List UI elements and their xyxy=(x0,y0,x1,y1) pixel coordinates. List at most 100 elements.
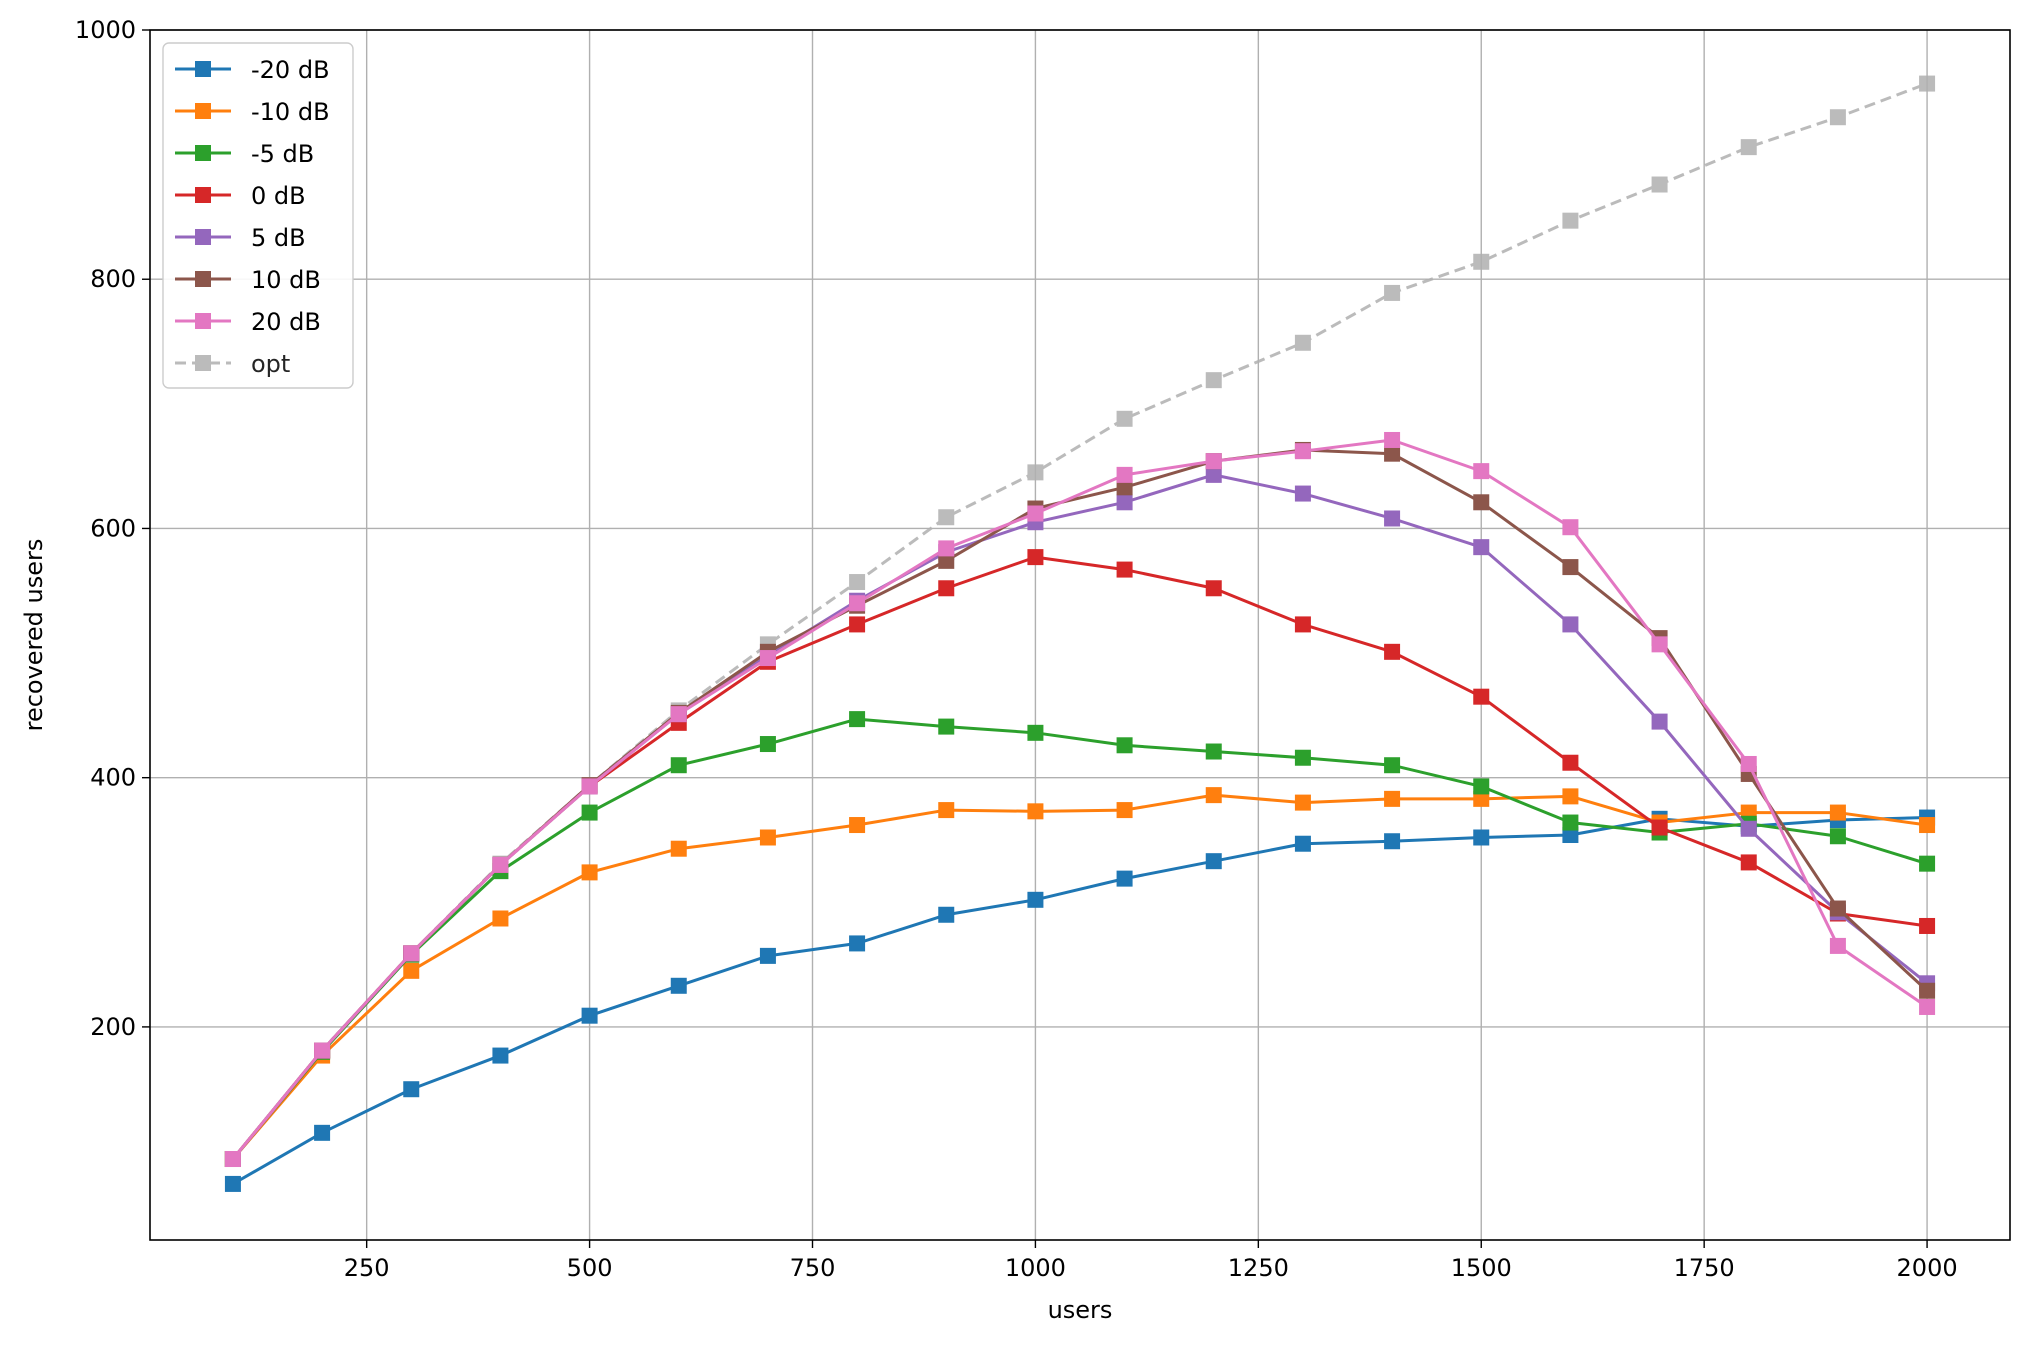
data-point-opt xyxy=(938,509,955,526)
plot-frame xyxy=(149,29,2011,1241)
legend-item-opt: opt xyxy=(175,350,290,378)
y-axis: 200 400 600 800 1000 xyxy=(75,16,150,1041)
data-point-20-db xyxy=(492,856,509,873)
data-point-20-db xyxy=(314,1042,331,1059)
data-point-20-db xyxy=(1294,443,1311,460)
data-point-opt xyxy=(1651,176,1668,193)
data-point-20-db xyxy=(1116,870,1133,887)
data-point-10-db xyxy=(1116,802,1133,819)
x-tick-label: 1500 xyxy=(1451,1254,1512,1282)
legend-item-20-db: -20 dB xyxy=(175,56,330,84)
data-point-10-db xyxy=(849,817,866,834)
data-point-10-db xyxy=(1562,559,1579,576)
data-point-5-db xyxy=(1919,855,1936,872)
data-point-10-db xyxy=(1562,788,1579,805)
data-point-5-db xyxy=(1384,757,1401,774)
series-line-20-db xyxy=(232,816,1928,1186)
legend-box xyxy=(162,42,354,389)
data-point-20-db xyxy=(1384,431,1401,448)
legend-label: opt xyxy=(251,350,290,378)
data-point-10-db xyxy=(1205,787,1222,804)
data-point-10-db xyxy=(1919,817,1936,834)
legend-item-5-db: -5 dB xyxy=(175,140,314,168)
legend-marker xyxy=(195,145,211,161)
series-layer xyxy=(224,75,1936,1192)
data-point-10-db xyxy=(1294,794,1311,811)
data-point-opt xyxy=(849,574,866,591)
data-point-opt xyxy=(1562,212,1579,229)
data-point-5-db xyxy=(849,711,866,728)
data-point-5-db xyxy=(670,757,687,774)
data-point-opt xyxy=(1473,253,1490,270)
data-point-20-db xyxy=(492,1047,509,1064)
x-tick-label: 500 xyxy=(567,1254,613,1282)
data-point-5-db xyxy=(1740,820,1757,837)
legend-label: 5 dB xyxy=(251,224,306,252)
data-point-opt xyxy=(1384,284,1401,301)
data-point-0-db xyxy=(1384,643,1401,660)
data-point-10-db xyxy=(1027,803,1044,820)
data-point-5-db xyxy=(759,736,776,753)
x-tick-label: 2000 xyxy=(1897,1254,1958,1282)
data-point-20-db xyxy=(1473,829,1490,846)
data-point-5-db xyxy=(938,718,955,735)
legend-marker xyxy=(195,187,211,203)
data-point-20-db xyxy=(849,935,866,952)
legend-item-20-db: 20 dB xyxy=(175,308,321,336)
data-point-20-db xyxy=(849,595,866,612)
data-point-20-db xyxy=(1651,636,1668,653)
data-point-opt xyxy=(1027,464,1044,481)
data-point-0-db xyxy=(1116,561,1133,578)
data-point-20-db xyxy=(581,778,598,795)
legend-item-5-db: 5 dB xyxy=(175,224,306,252)
data-point-20-db xyxy=(1562,519,1579,536)
data-point-20-db xyxy=(1116,466,1133,483)
data-point-20-db xyxy=(670,706,687,723)
data-point-0-db xyxy=(1562,754,1579,771)
data-point-5-db xyxy=(1562,616,1579,633)
series-line-20-db xyxy=(231,438,1928,1160)
data-point-20-db xyxy=(224,1175,241,1192)
data-point-0-db xyxy=(1473,688,1490,705)
y-axis-title: recovered users xyxy=(20,539,48,732)
data-point-20-db xyxy=(1919,998,1936,1015)
data-point-5-db xyxy=(1651,713,1668,730)
data-point-0-db xyxy=(1919,917,1936,934)
data-point-20-db xyxy=(1829,937,1846,954)
data-point-20-db xyxy=(1384,833,1401,850)
data-point-20-db xyxy=(403,1081,420,1098)
legend-marker xyxy=(195,229,211,245)
x-tick-label: 1250 xyxy=(1228,1254,1289,1282)
legend-marker xyxy=(195,355,211,371)
data-point-20-db xyxy=(314,1124,331,1141)
data-point-10-db xyxy=(403,962,420,979)
data-point-0-db xyxy=(938,580,955,597)
data-point-20-db xyxy=(938,540,955,557)
data-point-0-db xyxy=(849,616,866,633)
legend-marker xyxy=(195,61,211,77)
data-point-20-db xyxy=(403,945,420,962)
data-point-20-db xyxy=(1294,835,1311,852)
x-axis: 250 500 750 1000 1250 1500 1750 2000 xyxy=(344,1240,1958,1282)
data-point-opt xyxy=(1829,109,1846,126)
data-point-5-db xyxy=(1473,778,1490,795)
data-point-10-db xyxy=(938,552,955,569)
data-point-20-db xyxy=(1027,505,1044,522)
y-tick-label: 200 xyxy=(90,1013,136,1041)
data-point-20-db xyxy=(1205,453,1222,470)
y-tick-label: 400 xyxy=(90,764,136,792)
data-point-20-db xyxy=(759,947,776,964)
data-point-20-db xyxy=(1562,827,1579,844)
data-point-10-db xyxy=(1473,790,1490,807)
data-point-0-db xyxy=(1294,616,1311,633)
data-point-5-db xyxy=(1473,539,1490,556)
data-point-20-db xyxy=(759,650,776,667)
legend-label: 10 dB xyxy=(251,266,321,294)
data-point-5-db xyxy=(1116,737,1133,754)
data-point-0-db xyxy=(1740,854,1757,871)
legend-marker xyxy=(195,103,211,119)
data-point-20-db xyxy=(1205,853,1222,870)
series-line-5-db xyxy=(231,717,1928,1160)
data-point-5-db xyxy=(1205,466,1222,483)
y-tick-label: 600 xyxy=(90,514,136,542)
